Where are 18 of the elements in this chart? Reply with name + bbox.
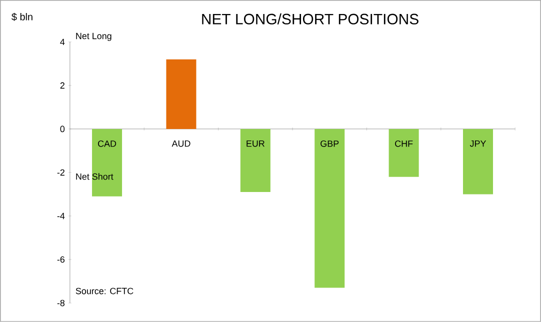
y-tick-label: -2 — [57, 169, 64, 176]
annotation: Net Short — [76, 173, 114, 180]
y-tick-label: 0 — [60, 126, 65, 132]
chart-title: NET LONG/SHORT POSITIONS — [202, 13, 418, 24]
y-tick-label: -4 — [57, 212, 65, 220]
y-axis-title: $ bln — [12, 12, 32, 21]
y-tick-label: -8 — [57, 300, 65, 306]
x-tick-label: JPY — [470, 140, 486, 147]
text: Net Long — [76, 32, 112, 41]
x-tick-label: CHF — [395, 140, 413, 147]
x-tick-label: GBP — [320, 140, 339, 147]
y-tick-label: 4 — [60, 38, 65, 46]
y-tick-label: -6 — [57, 256, 65, 263]
y-tick-label: 2 — [60, 82, 64, 89]
x-tick-label: EUR — [246, 140, 264, 147]
annotation: Source: CFTC — [76, 288, 134, 294]
x-tick-label: AUD — [172, 140, 190, 147]
x-tick-label: CAD — [98, 140, 116, 147]
